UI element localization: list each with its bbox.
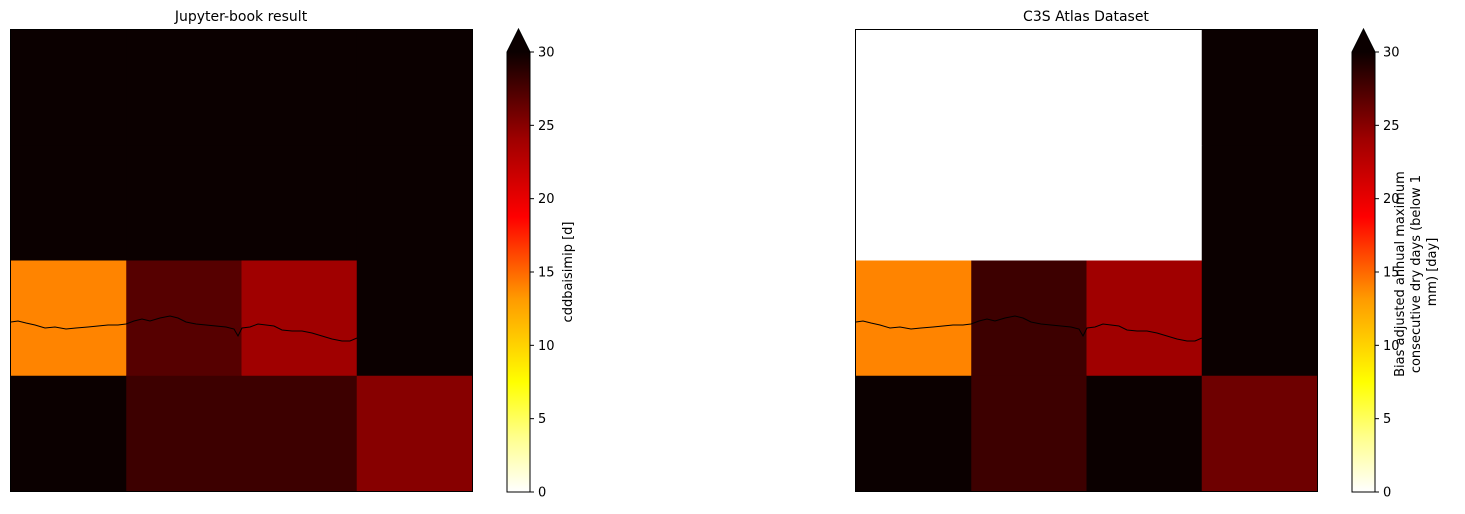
colorbar-tick-label: 0 <box>1383 486 1391 501</box>
colorbar: 0 5 10 15 20 25 30 cddbaisimip [d] <box>506 27 576 501</box>
heatmap-cell <box>971 145 1087 261</box>
heatmap-cell <box>856 145 972 261</box>
colorbar-tick-label: 25 <box>538 119 555 134</box>
heatmap-cell <box>241 145 358 261</box>
heatmap-cell <box>356 375 473 492</box>
axes-frame <box>10 29 473 492</box>
heatmap-cell <box>971 30 1087 146</box>
colorbar-tick-label: 5 <box>1383 412 1391 427</box>
colorbar-tick-label: 15 <box>538 266 555 281</box>
heatmap-cell <box>11 30 127 146</box>
colorbar-label-line-1: Bias adjusted annual maximum <box>1393 171 1408 377</box>
colorbar-tick-label: 30 <box>1383 46 1400 61</box>
heatmap-cell <box>126 30 242 146</box>
heatmap-cell <box>11 145 127 261</box>
colorbar-tick-label: 15 <box>1383 266 1400 281</box>
heatmap-cell <box>856 375 972 492</box>
heatmap-cell <box>241 30 358 146</box>
heatmap-cell <box>356 30 473 146</box>
colorbar-outline <box>506 27 531 493</box>
heatmap-cell <box>971 375 1087 492</box>
heatmap-cell <box>356 260 473 377</box>
panel-c3s-atlas: C3S Atlas Dataset 0 5 10 15 20 25 30 Bias adju… <box>855 9 1440 501</box>
heatmap-cells <box>11 30 473 492</box>
heatmap-cell <box>11 260 127 377</box>
heatmap-cell <box>1201 260 1318 377</box>
heatmap-cell <box>1201 375 1318 492</box>
colorbar-label: cddbaisimip [d] <box>561 222 576 323</box>
colorbar-tick-label: 10 <box>1383 339 1400 354</box>
heatmap-cell <box>1086 30 1203 146</box>
coastline <box>10 315 358 342</box>
colorbar-tick-label: 10 <box>538 339 555 354</box>
heatmap-cell <box>1201 145 1318 261</box>
heatmap-cell <box>126 260 242 377</box>
axes-frame <box>855 29 1318 492</box>
colorbar-ticks: 0 5 10 15 20 25 30 <box>530 46 555 501</box>
heatmap-cell <box>1086 260 1203 377</box>
panel-title: Jupyter-book result <box>174 9 308 25</box>
heatmap-cell <box>1201 30 1318 146</box>
heatmap-cell <box>856 260 972 377</box>
heatmap-cell <box>356 145 473 261</box>
colorbar-ticks: 0 5 10 15 20 25 30 <box>1375 46 1400 501</box>
colorbar-tick-label: 0 <box>538 486 546 501</box>
colorbar-tick-label: 20 <box>538 192 555 207</box>
heatmap-cell <box>856 30 972 146</box>
colorbar-extend-triangle <box>1352 29 1375 52</box>
heatmap-cells <box>856 30 1318 492</box>
heatmap-cell <box>1086 145 1203 261</box>
colorbar-label-line-3: mm) [day] <box>1425 238 1440 307</box>
colorbar-tick-label: 30 <box>538 46 555 61</box>
coastline <box>855 315 1203 342</box>
panel-jupyter-book: Jupyter-book result 0 5 10 15 20 25 30 cddbais… <box>10 9 576 501</box>
colorbar-label-line-2: consecutive dry days (below 1 <box>1409 175 1424 373</box>
colorbar-outline <box>1351 27 1376 493</box>
colorbar-tick-label: 20 <box>1383 192 1400 207</box>
colorbar-label: Bias adjusted annual maximum consecutive… <box>1393 167 1440 377</box>
colorbar-tick-label: 5 <box>538 412 546 427</box>
heatmap-cell <box>126 145 242 261</box>
heatmap-cell <box>11 375 127 492</box>
colorbar-tick-label: 25 <box>1383 119 1400 134</box>
colorbar: 0 5 10 15 20 25 30 Bias adjusted annual maximu… <box>1351 27 1440 501</box>
heatmap-cell <box>971 260 1087 377</box>
heatmap-cell <box>241 375 358 492</box>
colorbar-extend-triangle <box>507 29 530 52</box>
colorbar-fill <box>507 52 530 492</box>
colorbar-fill <box>1352 52 1375 492</box>
heatmap-cell <box>1086 375 1203 492</box>
heatmap-cell <box>241 260 358 377</box>
heatmap-cell <box>126 375 242 492</box>
panel-title: C3S Atlas Dataset <box>1023 9 1149 25</box>
